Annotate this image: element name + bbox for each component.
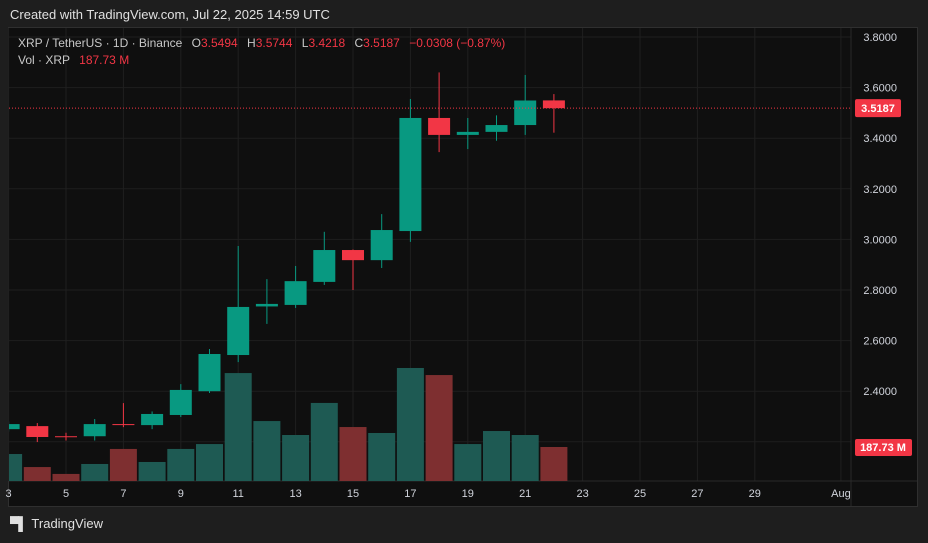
close-value: 3.5187 <box>363 36 400 50</box>
tradingview-logo-icon: ▀▌ <box>10 516 27 531</box>
time-tick-label: 9 <box>178 488 184 500</box>
time-tick-label: 17 <box>404 488 416 500</box>
time-tick-label: 3 <box>6 488 12 500</box>
price-tick-label: 3.4000 <box>863 133 897 145</box>
time-tick-label: 19 <box>462 488 474 500</box>
volume-bar <box>224 373 252 481</box>
price-tick-label: 3.8000 <box>863 32 897 44</box>
time-tick-label: 23 <box>576 488 588 500</box>
low-label: L <box>301 36 309 50</box>
open-value: 3.5494 <box>200 36 238 50</box>
symbol-title[interactable]: XRP / TetherUS · 1D · Binance <box>18 36 183 50</box>
candle-body <box>198 354 221 392</box>
candle-body <box>313 250 336 282</box>
high-label: H <box>247 36 256 50</box>
time-tick-label: 13 <box>289 488 301 500</box>
close-label: C <box>354 36 364 50</box>
price-tick-label: 2.6000 <box>863 336 897 348</box>
candle-body <box>112 424 135 426</box>
ohlc-row: XRP / TetherUS · 1D · Binance O3.5494 H3… <box>18 35 505 52</box>
candle-body <box>370 230 393 261</box>
last-volume-badge <box>855 439 912 456</box>
time-tick-label: 25 <box>634 488 646 500</box>
price-tick-label: 2.4000 <box>863 386 897 398</box>
time-tick-label: 27 <box>691 488 703 500</box>
candle-body <box>399 117 422 232</box>
price-tick-label: 2.8000 <box>863 285 897 297</box>
time-tick-label: 11 <box>232 488 243 500</box>
volume-bar <box>396 367 424 481</box>
volume-bar <box>483 431 510 481</box>
brand-name: TradingView <box>31 516 103 531</box>
candle-body <box>9 424 20 430</box>
volume-bar <box>23 467 51 481</box>
price-tick-label: 3.6000 <box>863 83 897 95</box>
candle-body <box>227 306 250 356</box>
volume-bar <box>425 375 453 481</box>
volume-bar <box>138 461 166 481</box>
volume-bar <box>253 421 281 481</box>
volume-bar <box>52 473 80 481</box>
created-with-header: Created with TradingView.com, Jul 22, 20… <box>10 7 330 22</box>
series-group <box>9 72 568 481</box>
time-tick-label: 5 <box>63 488 69 500</box>
volume-bar <box>511 434 539 481</box>
open-label: O <box>191 36 201 50</box>
candle-body <box>542 100 565 109</box>
candle-body <box>55 436 77 438</box>
volume-bar <box>339 427 367 481</box>
volume-bar <box>454 444 482 481</box>
candle-body <box>26 426 49 437</box>
chart-legend: XRP / TetherUS · 1D · Binance O3.5494 H3… <box>18 35 505 69</box>
last-price-label: 3.5187 <box>861 103 895 115</box>
time-tick-label: 21 <box>519 488 531 500</box>
candle-body <box>485 125 508 132</box>
candle-body <box>428 117 451 135</box>
volume-bar <box>282 434 310 481</box>
price-tick-label: 3.0000 <box>863 234 897 246</box>
volume-value: 187.73 M <box>79 53 130 67</box>
last-volume-label: 187.73 M <box>860 442 906 454</box>
volume-bar <box>9 454 23 481</box>
time-tick-label: 29 <box>749 488 761 500</box>
time-tick-label: 7 <box>120 488 126 500</box>
footer-brand: ▀▌ TradingView <box>10 516 103 531</box>
candle-body <box>83 424 106 437</box>
volume-bar <box>196 444 223 481</box>
volume-bar <box>109 448 137 481</box>
price-tick-label: 3.2000 <box>863 184 897 196</box>
volume-bar <box>310 402 338 481</box>
last-price-badge <box>855 99 901 118</box>
candle-body <box>284 281 307 305</box>
time-tick-label: 15 <box>347 488 359 500</box>
change-value: −0.0308 (−0.87%) <box>409 36 506 50</box>
volume-bar <box>540 447 568 481</box>
candle-body <box>255 303 278 307</box>
candle-body <box>514 100 537 126</box>
volume-row: Vol · XRP 187.73 M <box>18 52 505 69</box>
low-value: 3.4218 <box>308 36 346 50</box>
candle-body <box>169 389 192 415</box>
chart-panel[interactable] <box>8 27 918 507</box>
volume-bar <box>81 463 109 481</box>
time-tick-label: Aug <box>831 488 851 500</box>
candle-body <box>456 131 479 135</box>
volume-label[interactable]: Vol · XRP <box>18 53 70 67</box>
volume-bar <box>167 448 195 481</box>
volume-bar <box>368 433 396 481</box>
candle-body <box>342 250 364 261</box>
high-value: 3.5744 <box>255 36 293 50</box>
candle-body <box>141 413 164 426</box>
